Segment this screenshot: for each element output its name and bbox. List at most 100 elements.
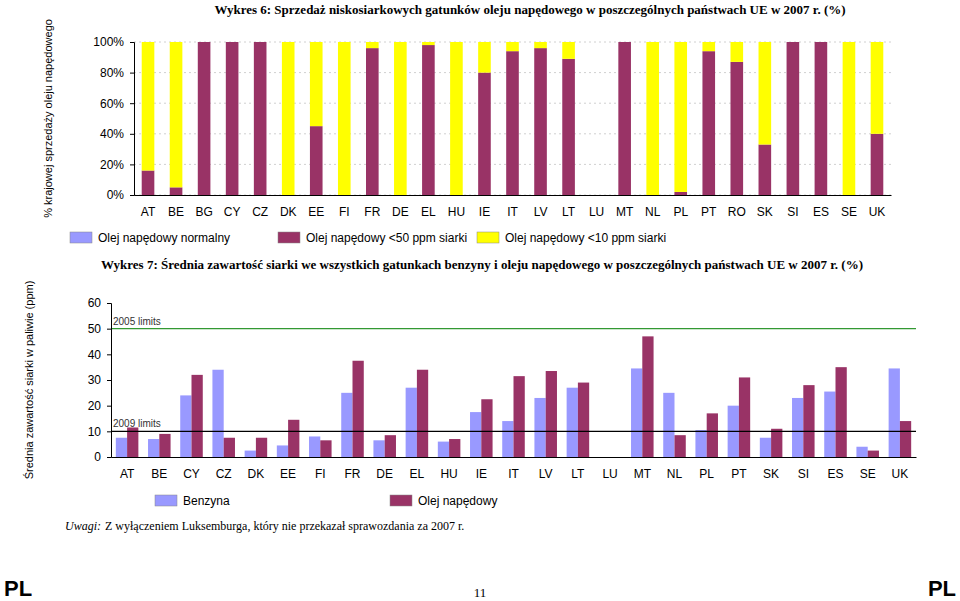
legend-label: Olej napędowy <10 ppm siarki — [505, 231, 666, 245]
bar-segment — [562, 59, 575, 195]
x-tick: EL — [410, 457, 425, 481]
x-tick: UK — [869, 195, 886, 219]
bar — [900, 421, 911, 457]
chart-title: Wykres 6: Sprzedaż niskosiarkowych gatun… — [214, 2, 845, 17]
x-tick: FR — [364, 195, 380, 219]
x-tick: PT — [731, 457, 747, 481]
y-axis-title: % krajowej sprzedaży oleju napędowego — [42, 19, 54, 218]
tick-label: LV — [534, 205, 548, 219]
bar — [502, 421, 513, 457]
bar-segment — [787, 42, 800, 195]
legend-label: Olej napędowy — [418, 494, 497, 508]
bar — [803, 385, 814, 457]
note: Uwagi:Z wyłączeniem Luksemburga, który n… — [65, 519, 464, 533]
bar-segment — [226, 42, 239, 43]
bar-segment — [787, 42, 800, 43]
x-tick: CY — [183, 457, 200, 481]
chart: Wykres 7: Średnia zawartość siarki we ws… — [23, 257, 917, 508]
tick-label: SI — [787, 205, 798, 219]
bar — [373, 440, 384, 457]
bar-segment — [478, 73, 491, 195]
bar-segment — [534, 42, 547, 48]
tick-label: 40% — [100, 127, 124, 141]
bar — [385, 435, 396, 457]
bar-segment — [310, 126, 323, 195]
tick-label: EL — [410, 467, 425, 481]
y-axis: 0% 20% 40% 60% 80% 100% — [93, 35, 134, 202]
bar — [760, 438, 771, 457]
tick-label: NL — [667, 467, 683, 481]
tick-label: DE — [392, 205, 409, 219]
x-tick: NL — [645, 195, 661, 219]
x-tick: LV — [534, 195, 548, 219]
footer-left: PL — [4, 576, 32, 601]
tick-label: RO — [728, 205, 746, 219]
y-tick: 60% — [100, 97, 134, 111]
tick-label: 50 — [88, 322, 102, 336]
x-axis: ATBECYCZDKEEFIFRDEELHUIEITLVLTLUMTNLPLPT… — [112, 457, 917, 481]
tick-label: IE — [479, 205, 490, 219]
tick-mark — [130, 103, 134, 104]
y-tick: 60 — [88, 296, 111, 310]
x-tick: BE — [151, 457, 167, 481]
tick-label: AT — [141, 205, 156, 219]
tick-label: UK — [869, 205, 886, 219]
x-tick: PT — [701, 195, 717, 219]
tick-label: PT — [701, 205, 717, 219]
x-tick: SI — [787, 195, 798, 219]
x-tick: EE — [308, 195, 324, 219]
bar — [159, 434, 170, 457]
tick-label: 20% — [100, 158, 124, 172]
bar-segment — [254, 42, 267, 195]
tick-label: CZ — [252, 205, 268, 219]
bar-segment — [674, 42, 687, 192]
y-tick: 80% — [100, 66, 134, 80]
tick-label: 100% — [93, 35, 124, 49]
x-tick: SK — [763, 457, 779, 481]
bar-segment — [506, 42, 519, 51]
tick-mark — [107, 354, 111, 355]
axis-line — [130, 43, 135, 196]
x-tick: AT — [141, 195, 156, 219]
bar — [856, 447, 867, 457]
bar — [836, 367, 847, 457]
x-tick: HU — [448, 195, 465, 219]
y-tick: 0 — [94, 450, 111, 464]
tick-label: EE — [308, 205, 324, 219]
bar — [353, 361, 364, 457]
x-tick: DE — [392, 195, 409, 219]
tick-label: SI — [798, 467, 809, 481]
bar — [116, 438, 127, 457]
x-tick: PL — [699, 457, 714, 481]
reference-label: 2009 limits — [113, 418, 161, 429]
bar-segment — [646, 42, 659, 195]
tick-label: FI — [315, 467, 326, 481]
bar-segment — [871, 42, 884, 134]
bar — [180, 395, 191, 457]
legend-label: Olej napędowy <50 ppm siarki — [306, 231, 467, 245]
bar — [245, 451, 256, 457]
bar-segment — [422, 45, 435, 195]
x-tick: AT — [120, 457, 135, 481]
tick-label: CY — [224, 205, 241, 219]
tick-label: SK — [763, 467, 779, 481]
bar-segment — [815, 42, 828, 43]
bar-segment — [843, 42, 856, 195]
legend: Olej napędowy normalnyOlej napędowy <50 … — [70, 231, 666, 245]
note-text: Z wyłączeniem Luksemburga, który nie prz… — [105, 519, 464, 533]
tick-label: SE — [841, 205, 857, 219]
tick-label: SK — [757, 205, 773, 219]
y-tick: 10 — [88, 425, 111, 439]
reference-label: 2005 limits — [113, 316, 161, 327]
tick-label: EE — [280, 467, 296, 481]
x-tick: LT — [562, 195, 576, 219]
tick-label: ES — [827, 467, 843, 481]
tick-mark — [130, 42, 134, 43]
tick-label: 0% — [107, 188, 125, 202]
bar — [277, 445, 288, 457]
bar — [567, 388, 578, 457]
bar-segment — [618, 42, 631, 195]
bar-segment — [310, 42, 323, 126]
tick-label: MT — [634, 467, 652, 481]
y-tick: 100% — [93, 35, 134, 49]
